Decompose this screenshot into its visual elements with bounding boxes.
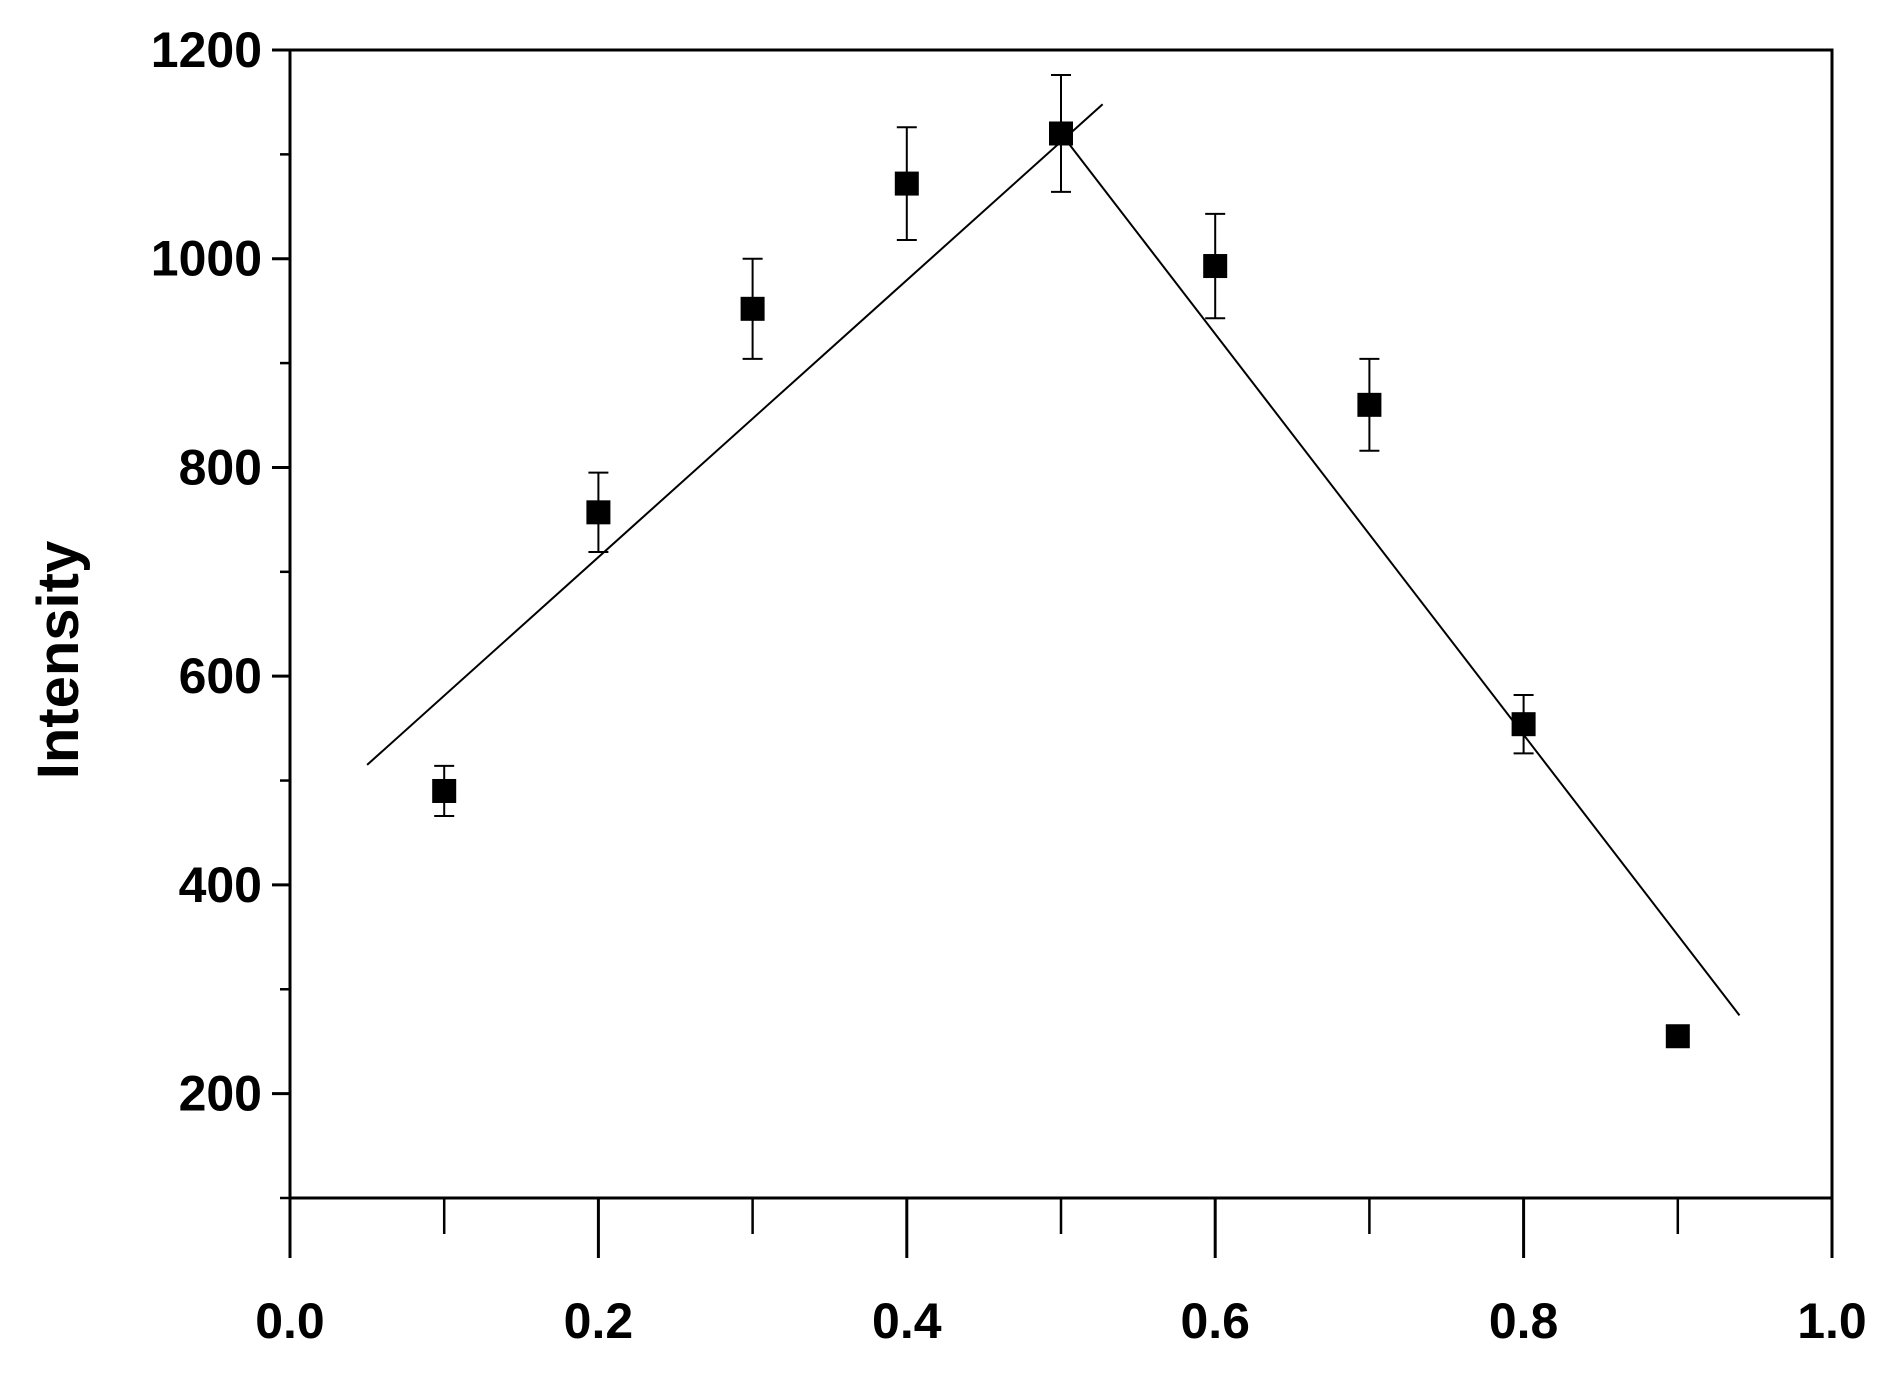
data-point: [1511, 712, 1536, 737]
plot-frame: [288, 48, 1834, 1200]
data-point: [1203, 254, 1228, 279]
data-point: [586, 500, 611, 525]
y-tick-label: 1000: [151, 231, 262, 287]
data-point: [432, 778, 457, 803]
data-point: [1665, 1024, 1690, 1049]
y-tick-label: 600: [179, 648, 262, 704]
x-tick-label: 0.8: [1489, 1293, 1559, 1349]
y-axis: 200 400 600 800 1000 1200: [151, 22, 290, 1200]
x-tick-label: 0.4: [872, 1293, 942, 1349]
fit-line: [1060, 132, 1741, 1016]
x-tick-label: 1.0: [1797, 1293, 1867, 1349]
fit-line: [366, 103, 1104, 766]
data-point: [1049, 121, 1073, 146]
x-tick-label: 0.0: [255, 1293, 325, 1349]
y-tick-label: 400: [179, 857, 262, 913]
data-points: [432, 74, 1690, 1049]
y-tick-label: 1200: [151, 22, 262, 78]
x-tick-label: 0.2: [564, 1293, 634, 1349]
y-tick-label: 200: [179, 1066, 262, 1122]
fit-lines: [366, 103, 1741, 1016]
y-axis-title: Intensity: [26, 541, 91, 780]
data-point: [1357, 392, 1382, 417]
y-tick-label: 800: [179, 439, 262, 495]
x-axis: 0.0 0.2 0.4 0.6 0.8 1.0: [255, 1198, 1867, 1349]
x-tick-label: 0.6: [1180, 1293, 1250, 1349]
data-point: [740, 296, 765, 321]
data-point: [894, 171, 919, 196]
